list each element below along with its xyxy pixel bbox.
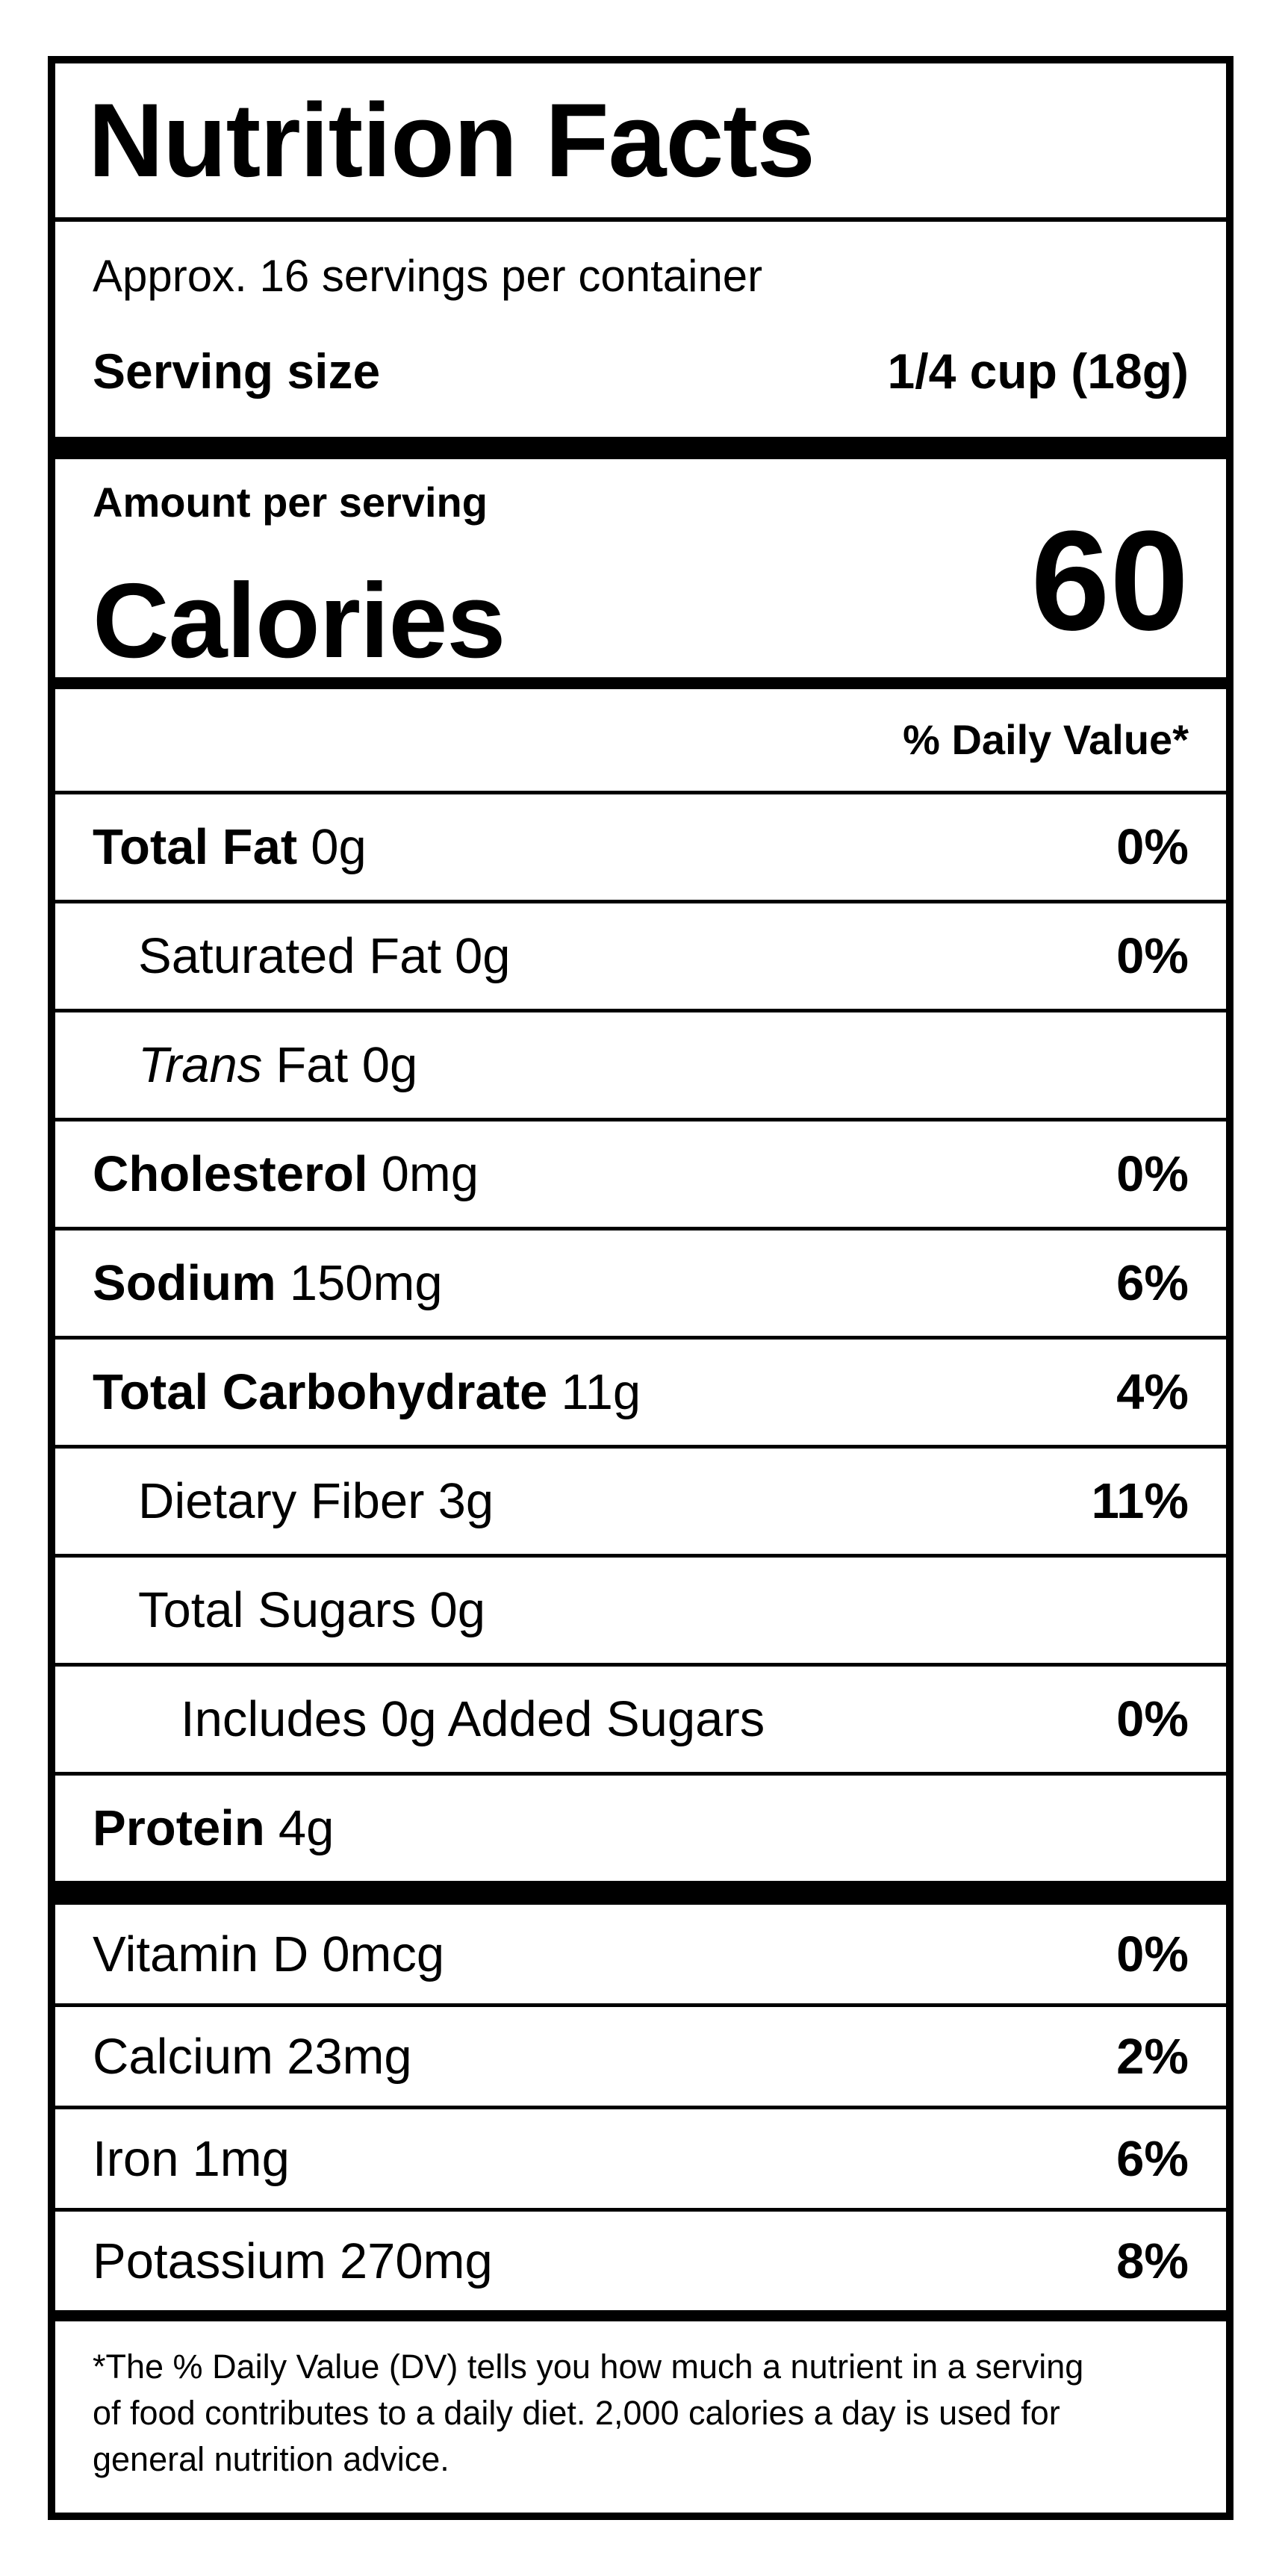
nutrient-amount: 0g xyxy=(455,928,511,984)
nutrient-row-saturated-fat: Saturated Fat 0g 0% xyxy=(55,903,1226,1012)
nutrient-amount: 150mg xyxy=(289,1255,443,1311)
micronutrient-daily-value: 2% xyxy=(1116,2028,1189,2085)
nutrient-name-group: Dietary Fiber 3g xyxy=(138,1476,494,1526)
micronutrient-amount: 23mg xyxy=(287,2028,412,2085)
nutrient-name-group: Trans Fat 0g xyxy=(138,1040,417,1090)
footnote-section: *The % Daily Value (DV) tells you how mu… xyxy=(55,2321,1226,2513)
calories-label: Calories xyxy=(93,561,505,680)
micronutrient-name-group: Calcium 23mg xyxy=(93,2032,412,2082)
calories-value: 60 xyxy=(1030,502,1189,660)
nutrient-daily-value: 11% xyxy=(1091,1473,1189,1529)
footnote-line: of food contributes to a daily diet. 2,0… xyxy=(93,2394,1060,2433)
nutrient-daily-value: 0% xyxy=(1116,819,1189,875)
calories-section: Amount per serving Calories 60 xyxy=(55,459,1226,689)
micronutrient-name: Potassium xyxy=(93,2233,326,2289)
nutrient-name: Saturated Fat xyxy=(138,928,441,984)
daily-value-header-row: % Daily Value* xyxy=(55,689,1226,794)
nutrition-facts-label: Nutrition Facts Approx. 16 servings per … xyxy=(48,56,1233,2520)
micronutrient-name: Vitamin D xyxy=(93,1926,309,1982)
nutrient-name-group: Total Fat 0g xyxy=(93,822,367,872)
micronutrient-amount: 0mcg xyxy=(322,1926,445,1982)
nutrient-name: Total Sugars xyxy=(138,1582,417,1638)
nutrient-name-group: Includes 0g Added Sugars xyxy=(181,1694,778,1744)
nutrient-row-total-sugars: Total Sugars 0g xyxy=(55,1558,1226,1667)
micronutrient-name: Calcium xyxy=(93,2028,273,2085)
nutrient-name-group: Protein 4g xyxy=(93,1803,334,1853)
micronutrient-daily-value: 6% xyxy=(1116,2130,1189,2187)
nutrient-name-group: Total Sugars 0g xyxy=(138,1585,485,1635)
nutrient-name: Total Carbohydrate xyxy=(93,1364,548,1420)
nutrient-amount: Fat 0g xyxy=(276,1037,418,1093)
nutrient-amount: 0mg xyxy=(381,1146,479,1202)
nutrient-name: Sodium xyxy=(93,1255,276,1311)
serving-size-label: Serving size xyxy=(93,343,381,399)
serving-size-row: Serving size 1/4 cup (18g) xyxy=(93,346,1189,396)
label-title: Nutrition Facts xyxy=(88,81,815,199)
nutrient-amount: 11g xyxy=(561,1364,641,1420)
serving-section: Approx. 16 servings per container Servin… xyxy=(55,222,1226,459)
nutrient-name: Dietary Fiber xyxy=(138,1473,425,1529)
nutrient-row-total-carbohydrate: Total Carbohydrate 11g 4% xyxy=(55,1340,1226,1449)
nutrient-daily-value: 6% xyxy=(1116,1255,1189,1311)
nutrient-row-sodium: Sodium 150mg 6% xyxy=(55,1231,1226,1340)
title-section: Nutrition Facts xyxy=(55,63,1226,222)
nutrient-row-total-fat: Total Fat 0g 0% xyxy=(55,794,1226,903)
nutrient-name: Includes 0g Added Sugars xyxy=(181,1691,765,1747)
nutrient-row-protein: Protein 4g xyxy=(55,1776,1226,1905)
nutrient-daily-value: 0% xyxy=(1116,928,1189,984)
footnote-line: *The % Daily Value (DV) tells you how mu… xyxy=(93,2348,1084,2386)
nutrient-daily-value: 0% xyxy=(1116,1691,1189,1747)
micronutrient-row-calcium: Calcium 23mg 2% xyxy=(55,2007,1226,2109)
micronutrient-name-group: Iron 1mg xyxy=(93,2134,290,2184)
footnote-line: general nutrition advice. xyxy=(93,2440,449,2479)
nutrient-row-dietary-fiber: Dietary Fiber 3g 11% xyxy=(55,1449,1226,1558)
micronutrient-amount: 270mg xyxy=(339,2233,493,2289)
nutrient-amount: 0g xyxy=(311,819,367,875)
nutrient-amount: 4g xyxy=(278,1800,335,1856)
nutrient-name: Total Fat xyxy=(93,819,298,875)
servings-per-container: Approx. 16 servings per container xyxy=(93,251,763,301)
micronutrient-row-potassium: Potassium 270mg 8% xyxy=(55,2212,1226,2321)
nutrient-amount: 3g xyxy=(438,1473,494,1529)
serving-size-value: 1/4 cup (18g) xyxy=(887,343,1189,399)
nutrient-name: Cholesterol xyxy=(93,1146,368,1202)
micronutrient-name: Iron xyxy=(93,2130,179,2187)
amount-per-serving-label: Amount per serving xyxy=(93,479,488,526)
nutrient-row-added-sugars: Includes 0g Added Sugars 0% xyxy=(55,1667,1226,1776)
micronutrient-row-vitamin-d: Vitamin D 0mcg 0% xyxy=(55,1905,1226,2007)
nutrient-name: Trans xyxy=(138,1037,263,1093)
micronutrient-amount: 1mg xyxy=(192,2130,290,2187)
nutrient-name-group: Cholesterol 0mg xyxy=(93,1149,479,1199)
nutrient-name: Protein xyxy=(93,1800,265,1856)
nutrient-daily-value: 4% xyxy=(1116,1364,1189,1420)
micronutrient-name-group: Potassium 270mg xyxy=(93,2236,493,2286)
micronutrient-name-group: Vitamin D 0mcg xyxy=(93,1929,444,1979)
nutrient-name-group: Sodium 150mg xyxy=(93,1258,443,1308)
nutrient-row-cholesterol: Cholesterol 0mg 0% xyxy=(55,1121,1226,1231)
micronutrient-daily-value: 0% xyxy=(1116,1926,1189,1982)
micronutrient-daily-value: 8% xyxy=(1116,2233,1189,2289)
daily-value-header: % Daily Value* xyxy=(903,716,1189,763)
nutrient-daily-value: 0% xyxy=(1116,1146,1189,1202)
nutrient-row-trans-fat: Trans Fat 0g xyxy=(55,1012,1226,1121)
nutrient-amount: 0g xyxy=(429,1582,486,1638)
micronutrient-row-iron: Iron 1mg 6% xyxy=(55,2109,1226,2212)
nutrient-name-group: Saturated Fat 0g xyxy=(138,931,511,981)
nutrient-name-group: Total Carbohydrate 11g xyxy=(93,1367,641,1417)
